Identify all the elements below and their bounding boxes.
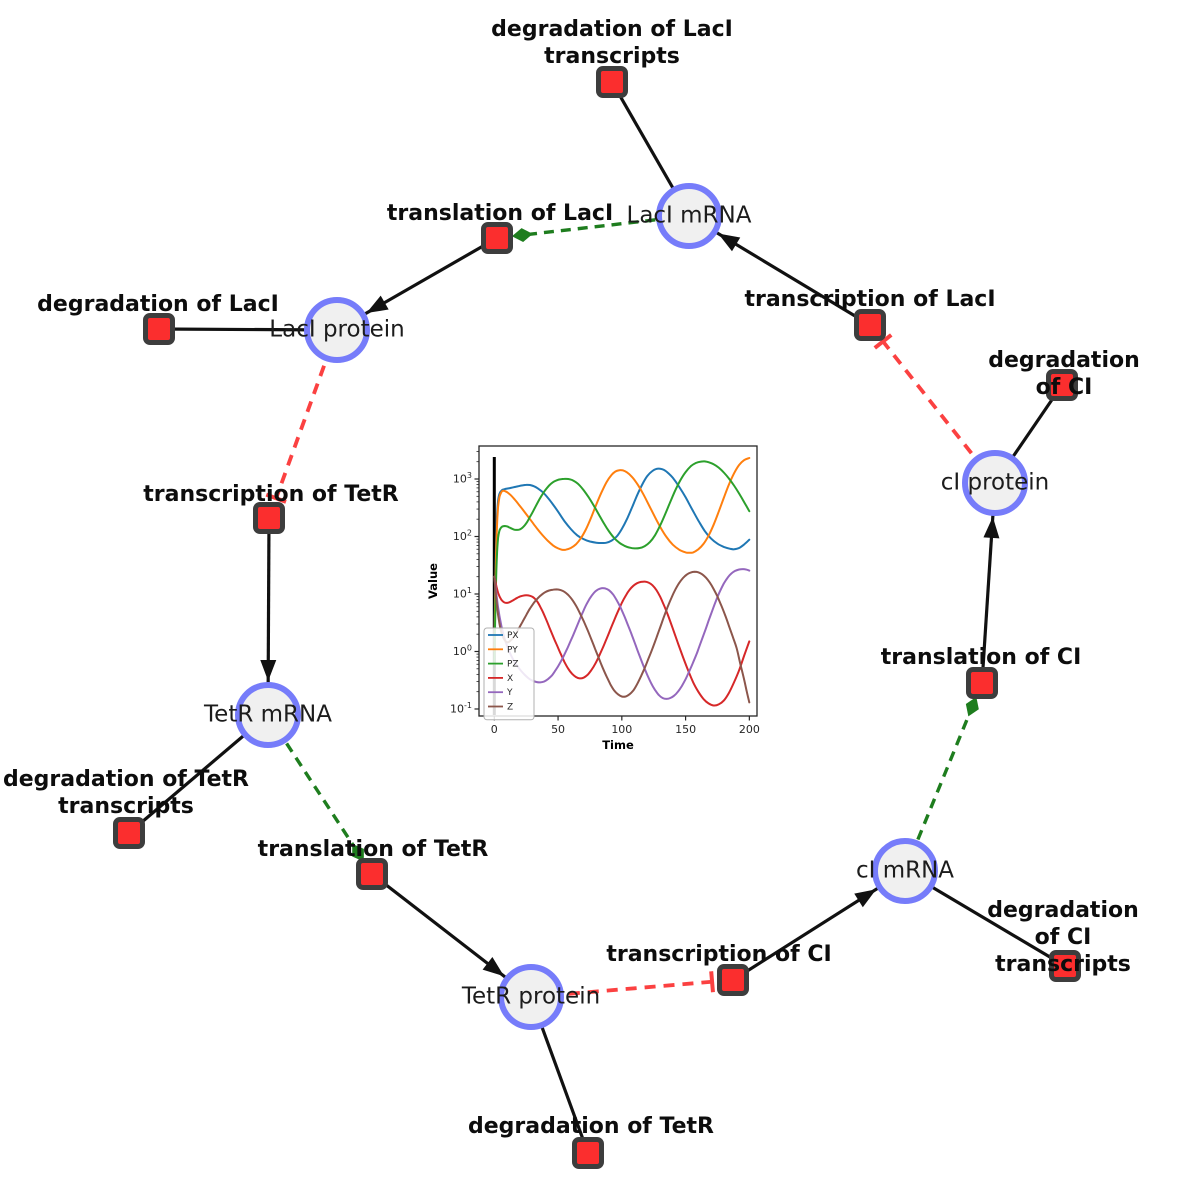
edge-lacI_mRNA-deg_lacI_tx-consumption — [610, 81, 691, 217]
legend-label-PY: PY — [507, 645, 518, 655]
x-axis-label: Time — [602, 738, 634, 752]
chart-series-PY — [493, 457, 751, 653]
edge-cI_protein-deg_cI-consumption — [993, 384, 1064, 484]
modifier-diamond-tl_tetR — [352, 843, 364, 862]
x-tick-label: 0 — [491, 723, 498, 736]
x-tick-label: 50 — [551, 723, 565, 736]
x-tick-label: 100 — [611, 723, 632, 736]
inhibition-tee-tc_lacI — [873, 333, 893, 350]
arrowhead-cI_protein — [983, 516, 1000, 539]
edge-lacI_protein-tc_tetR-inhibition — [274, 329, 339, 499]
edge-tc_lacI-lacI_mRNA-production — [688, 214, 871, 327]
arrowhead-cI_mRNA — [854, 889, 877, 908]
legend-label-Y: Y — [506, 688, 513, 698]
legend-label-PX: PX — [507, 631, 519, 641]
modifier-diamond-tl_cI — [965, 696, 979, 717]
modifier-diamond-tl_lacI — [511, 228, 533, 243]
edge-cI_protein-tc_lacI-inhibition — [881, 340, 997, 485]
y-tick-label: 10-1 — [450, 701, 472, 716]
y-axis-label: Value — [426, 563, 440, 599]
edge-tetR_protein-tc_cI-inhibition — [530, 979, 713, 999]
y-tick-label: 100 — [453, 643, 472, 658]
chart-series-PZ — [493, 460, 751, 666]
edge-cI_mRNA-deg_cI_tx-consumption — [904, 869, 1066, 968]
edge-tetR_mRNA-deg_tetR_tx-consumption — [127, 713, 270, 835]
edge-tc_tetR-tetR_mRNA-production — [266, 517, 271, 716]
edge-tl_cI-cI_protein-production — [980, 482, 997, 684]
edge-markers-layer — [260, 228, 1000, 993]
chart-legend-box — [483, 627, 535, 721]
edge-tetR_protein-deg_tetR-consumption — [529, 996, 590, 1154]
arrowhead-lacI_mRNA — [718, 233, 741, 252]
edge-cI_mRNA-tl_cI-modifier — [903, 705, 974, 872]
edge-tetR_mRNA-tl_tetR-modifier — [266, 714, 360, 854]
x-tick-label: 200 — [739, 723, 760, 736]
legend-label-X: X — [507, 674, 513, 684]
y-tick-label: 103 — [453, 471, 472, 486]
arrowhead-tetR_protein — [482, 957, 505, 977]
inset-timecourse-chart: 103 102 101 100 10-1 0 50 100 150 200 Time Value PX P… — [426, 445, 760, 752]
legend-label-Z: Z — [507, 703, 513, 713]
inhibition-tee-tc_cI — [709, 971, 715, 993]
chart-series-X — [493, 575, 751, 707]
chart-series-PX — [493, 467, 751, 643]
edge-lacI_mRNA-tl_lacI-modifier — [522, 214, 690, 237]
y-tick-label: 102 — [453, 528, 472, 543]
inhibition-tee-tc_tetR — [265, 492, 287, 504]
legend-label-PZ: PZ — [507, 660, 519, 670]
y-tick-label: 101 — [453, 586, 472, 601]
arrowhead-lacI_protein — [366, 295, 389, 314]
x-tick-label: 150 — [675, 723, 696, 736]
edge-lacI_protein-deg_lacI-consumption — [158, 327, 338, 332]
edge-tl_tetR-tetR_protein-production — [371, 872, 532, 999]
edge-tc_cI-cI_mRNA-production — [732, 869, 906, 982]
edge-tl_lacI-lacI_protein-production — [336, 236, 498, 332]
arrowhead-tetR_mRNA — [260, 659, 277, 682]
